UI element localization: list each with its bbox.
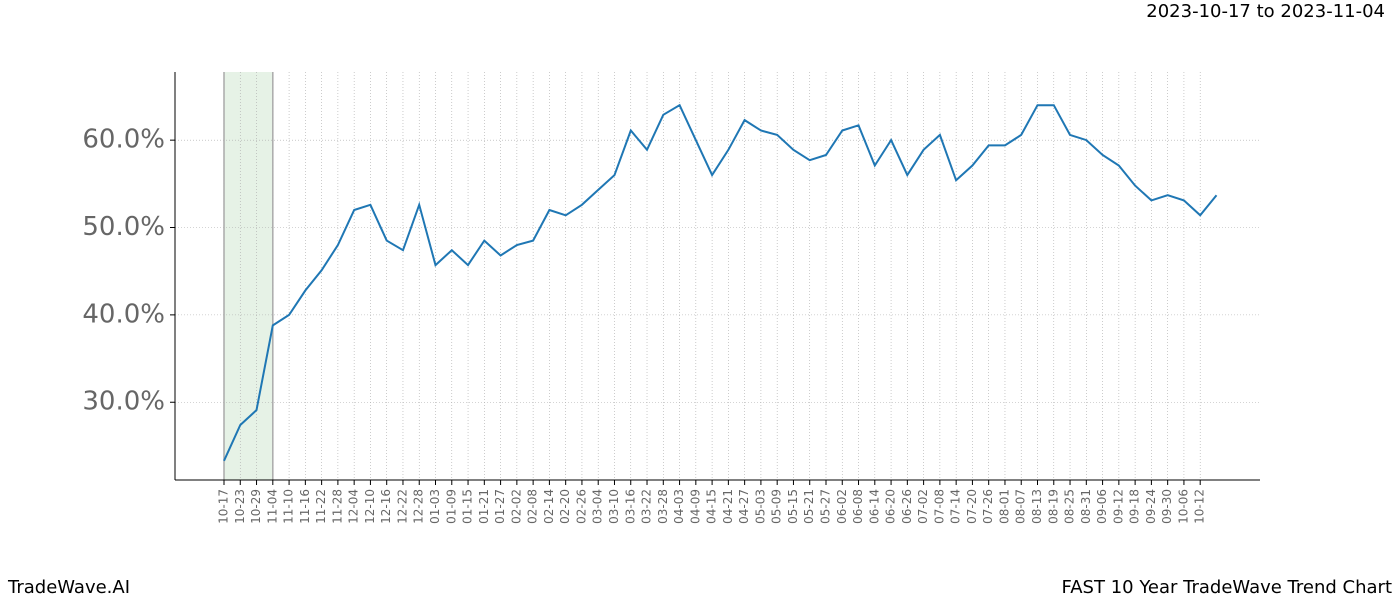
y-tick-label: 50.0% [82, 212, 165, 242]
x-tick-label: 02-14 [542, 489, 556, 524]
x-tick-label: 12-28 [412, 489, 426, 524]
x-tick-label: 11-04 [265, 489, 279, 524]
x-tick-label: 06-20 [884, 489, 898, 524]
x-tick-label: 04-21 [721, 489, 735, 524]
x-tick-label: 09-24 [1144, 489, 1158, 524]
x-tick-label: 10-29 [249, 489, 263, 524]
x-tick-label: 05-09 [770, 489, 784, 524]
x-tick-label: 08-13 [1030, 489, 1044, 524]
x-tick-label: 12-16 [379, 489, 393, 524]
y-tick-label: 30.0% [82, 387, 165, 417]
x-tick-label: 12-04 [347, 489, 361, 524]
x-tick-label: 03-04 [591, 489, 605, 524]
x-tick-label: 11-22 [314, 489, 328, 524]
x-tick-label: 03-10 [607, 489, 621, 524]
x-tick-label: 06-02 [835, 489, 849, 524]
chart-subtitle: 2023-10-17 to 2023-11-04 [1146, 1, 1385, 22]
x-tick-label: 06-26 [900, 489, 914, 524]
x-tick-label: 08-25 [1063, 489, 1077, 524]
x-tick-label: 02-08 [526, 489, 540, 524]
x-tick-label: 05-03 [753, 489, 767, 524]
data-line [223, 103, 1218, 462]
x-tick-label: 05-21 [802, 489, 816, 524]
x-tick-label: 10-06 [1176, 489, 1190, 524]
x-tick-label: 03-22 [640, 489, 654, 524]
x-tick-label: 10-23 [233, 489, 247, 524]
x-tick-label: 05-27 [818, 489, 832, 524]
y-tick-label: 40.0% [82, 299, 165, 329]
x-tick-label: 12-22 [395, 489, 409, 524]
x-tick-label: 04-27 [737, 489, 751, 524]
y-tick-label: 60.0% [82, 125, 165, 155]
x-tick-label: 07-02 [916, 489, 930, 524]
x-tick-label: 02-02 [509, 489, 523, 524]
x-tick-label: 03-16 [623, 489, 637, 524]
x-tick-label: 09-18 [1128, 489, 1142, 524]
footer-left: TradeWave.AI [7, 577, 130, 598]
x-tick-label: 11-10 [282, 489, 296, 524]
x-tick-label: 09-30 [1160, 489, 1174, 524]
x-tick-label: 01-03 [428, 489, 442, 524]
x-tick-label: 07-14 [949, 489, 963, 524]
x-tick-label: 10-12 [1193, 489, 1207, 524]
x-tick-label: 11-16 [298, 489, 312, 524]
x-tick-label: 09-12 [1111, 489, 1125, 524]
x-tick-label: 09-06 [1095, 489, 1109, 524]
x-tick-label: 06-08 [851, 489, 865, 524]
x-tick-label: 10-17 [217, 489, 231, 524]
x-tick-label: 04-09 [688, 489, 702, 524]
x-tick-label: 01-21 [477, 489, 491, 524]
footer-right: FAST 10 Year TradeWave Trend Chart [1062, 577, 1392, 598]
x-tick-label: 07-20 [965, 489, 979, 524]
x-tick-label: 01-15 [461, 489, 475, 524]
x-tick-label: 08-31 [1079, 489, 1093, 524]
x-tick-label: 02-26 [574, 489, 588, 524]
x-tick-label: 08-19 [1046, 489, 1060, 524]
x-tick-label: 06-14 [867, 489, 881, 524]
x-tick-label: 05-15 [786, 489, 800, 524]
x-tick-label: 04-03 [672, 489, 686, 524]
x-tick-label: 08-07 [1014, 489, 1028, 524]
x-tick-label: 08-01 [997, 489, 1011, 524]
x-tick-label: 02-20 [558, 489, 572, 524]
x-tick-label: 12-10 [363, 489, 377, 524]
x-tick-label: 07-26 [981, 489, 995, 524]
x-tick-label: 07-08 [932, 489, 946, 524]
x-tick-label: 01-27 [493, 489, 507, 524]
x-tick-label: 11-28 [330, 489, 344, 524]
x-tick-label: 01-09 [444, 489, 458, 524]
x-tick-label: 04-15 [705, 489, 719, 524]
x-tick-label: 03-28 [656, 489, 670, 524]
